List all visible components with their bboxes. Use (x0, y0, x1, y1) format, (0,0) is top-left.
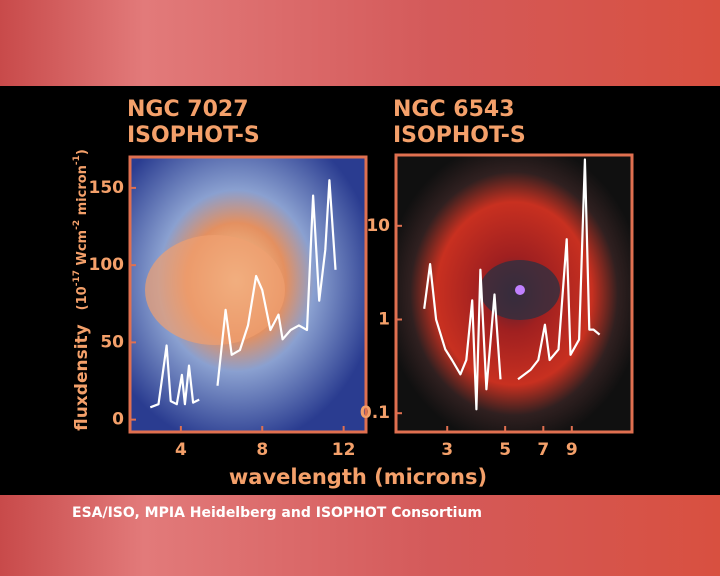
chart-title: NGC 6543 (393, 97, 515, 122)
y-tick-label: 50 (100, 332, 124, 352)
bottom-band (0, 495, 720, 576)
x-tick-label: 8 (256, 440, 268, 460)
chart-subtitle: ISOPHOT-S (127, 123, 260, 148)
x-tick-label: 3 (441, 440, 453, 460)
y-unit: (10 (75, 286, 90, 310)
y-unit: -2 (72, 220, 82, 230)
top-band (0, 0, 720, 86)
y-tick-label: 1 (378, 310, 390, 330)
x-tick-label: 7 (537, 440, 549, 460)
chart-title: NGC 7027 (127, 97, 249, 122)
y-unit: micron (75, 165, 90, 220)
x-tick-label: 9 (566, 440, 578, 460)
y-unit: Wcm (75, 230, 90, 270)
y-axis-label: fluxdensity (72, 324, 92, 431)
y-tick-label: 10 (366, 216, 390, 236)
x-axis-label: wavelength (microns) (229, 465, 487, 489)
x-tick-label: 4 (175, 440, 187, 460)
credit: ESA/ISO, MPIA Heidelberg and ISOPHOT Con… (72, 505, 482, 521)
chart-subtitle: ISOPHOT-S (393, 123, 526, 148)
frame (128, 155, 368, 434)
spectrum-line (423, 158, 601, 411)
y-unit: ) (75, 149, 90, 155)
x-tick-label: 5 (499, 440, 511, 460)
x-tick-label: 12 (332, 440, 356, 460)
nebula-core (145, 235, 285, 345)
y-tick-label: 150 (89, 178, 125, 198)
spectrum-line (149, 179, 337, 409)
y-tick-label: 0.1 (360, 403, 390, 423)
central-star (515, 285, 525, 295)
y-tick-label: 0 (112, 410, 124, 430)
y-unit: -1 (72, 155, 82, 165)
y-unit: -17 (72, 270, 82, 286)
y-tick-label: 100 (89, 255, 125, 275)
frame (394, 153, 634, 434)
y-axis-label: fluxdensity (10-17 Wcm-2 micron-1) (72, 149, 93, 431)
